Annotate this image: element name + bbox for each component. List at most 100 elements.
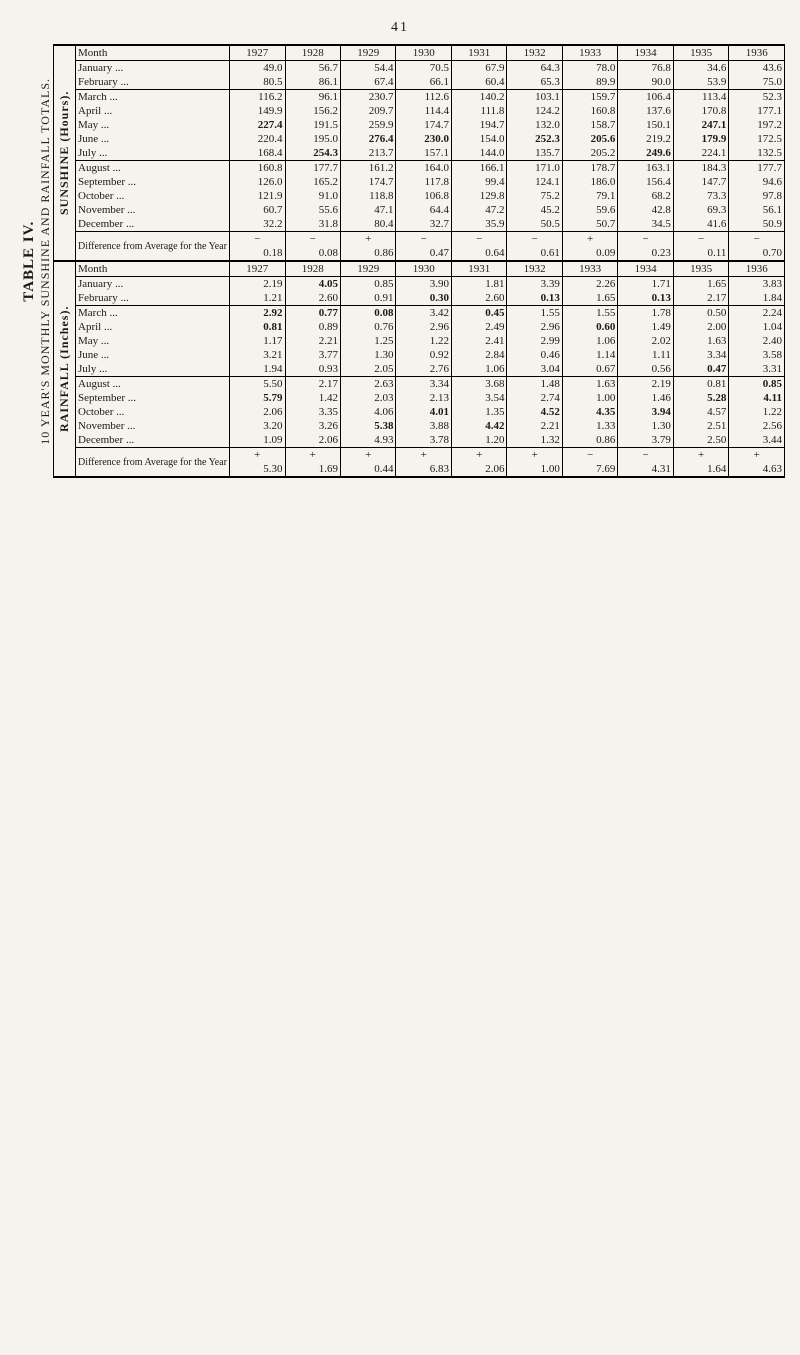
table-row: October ...121.991.0118.8106.8129.875.27…	[76, 189, 785, 203]
data-cell: 220.4	[230, 132, 285, 146]
data-cell: 66.1	[396, 75, 451, 90]
diff-value: 0.70	[729, 246, 785, 260]
data-cell: 179.9	[673, 132, 728, 146]
data-cell: 64.3	[507, 61, 562, 76]
diff-sign: −	[451, 232, 506, 247]
data-cell: 2.99	[507, 334, 562, 348]
data-cell: 50.9	[729, 217, 785, 232]
table-row: April ...149.9156.2209.7114.4111.8124.21…	[76, 104, 785, 118]
data-cell: 32.7	[396, 217, 451, 232]
data-cell: 157.1	[396, 146, 451, 161]
data-cell: 4.93	[340, 433, 395, 448]
diff-sign: −	[729, 232, 785, 247]
data-cell: 0.08	[340, 306, 395, 321]
data-cell: 3.44	[729, 433, 785, 448]
data-cell: 135.7	[507, 146, 562, 161]
month-cell: February ...	[76, 75, 230, 90]
diff-label: Difference from Average for the Year	[76, 232, 230, 261]
data-cell: 54.4	[340, 61, 395, 76]
data-cell: 2.06	[230, 405, 285, 419]
data-cell: 3.21	[230, 348, 285, 362]
data-cell: 158.7	[562, 118, 617, 132]
data-cell: 230.0	[396, 132, 451, 146]
data-cell: 2.17	[673, 291, 728, 306]
data-cell: 2.60	[451, 291, 506, 306]
data-cell: 1.09	[230, 433, 285, 448]
data-cell: 230.7	[340, 90, 395, 105]
data-cell: 86.1	[285, 75, 340, 90]
month-cell: December ...	[76, 217, 230, 232]
diff-value: 0.64	[451, 246, 506, 260]
table-row: November ...3.203.265.383.884.422.211.33…	[76, 419, 785, 433]
table-row: January ...49.056.754.470.567.964.378.07…	[76, 61, 785, 76]
diff-sign: −	[562, 448, 617, 463]
month-cell: November ...	[76, 203, 230, 217]
year-header: 1927	[230, 46, 285, 61]
data-cell: 35.9	[451, 217, 506, 232]
data-cell: 4.35	[562, 405, 617, 419]
data-cell: 209.7	[340, 104, 395, 118]
diff-value: 0.18	[230, 246, 285, 260]
table-row: December ...1.092.064.933.781.201.320.86…	[76, 433, 785, 448]
data-cell: 0.67	[562, 362, 617, 377]
month-cell: December ...	[76, 433, 230, 448]
data-cell: 3.54	[451, 391, 506, 405]
data-cell: 73.3	[673, 189, 728, 203]
data-cell: 2.96	[507, 320, 562, 334]
data-cell: 90.0	[618, 75, 673, 90]
data-cell: 0.50	[673, 306, 728, 321]
diff-value: 0.23	[618, 246, 673, 260]
data-cell: 47.1	[340, 203, 395, 217]
year-header: 1934	[618, 262, 673, 277]
table-row: September ...126.0165.2174.7117.899.4124…	[76, 175, 785, 189]
table-row: July ...1.940.932.052.761.063.040.670.56…	[76, 362, 785, 377]
data-cell: 2.21	[507, 419, 562, 433]
data-cell: 186.0	[562, 175, 617, 189]
table-row: February ...80.586.167.466.160.465.389.9…	[76, 75, 785, 90]
data-cell: 2.74	[507, 391, 562, 405]
data-cell: 59.6	[562, 203, 617, 217]
data-cell: 70.5	[396, 61, 451, 76]
data-cell: 2.21	[285, 334, 340, 348]
diff-value: 5.30	[230, 462, 285, 476]
data-cell: 2.51	[673, 419, 728, 433]
diff-value: 4.31	[618, 462, 673, 476]
data-cell: 191.5	[285, 118, 340, 132]
month-cell: July ...	[76, 362, 230, 377]
diff-label: Difference from Average for the Year	[76, 448, 230, 477]
month-cell: June ...	[76, 348, 230, 362]
data-cell: 254.3	[285, 146, 340, 161]
data-cell: 0.91	[340, 291, 395, 306]
data-cell: 64.4	[396, 203, 451, 217]
data-cell: 1.48	[507, 377, 562, 392]
table-row: June ...3.213.771.300.922.840.461.141.11…	[76, 348, 785, 362]
data-cell: 1.55	[562, 306, 617, 321]
data-cell: 3.94	[618, 405, 673, 419]
data-cell: 126.0	[230, 175, 285, 189]
sunshine-table: Month19271928192919301931193219331934193…	[76, 46, 785, 260]
data-cell: 156.2	[285, 104, 340, 118]
data-cell: 1.11	[618, 348, 673, 362]
data-cell: 5.50	[230, 377, 285, 392]
data-cell: 43.6	[729, 61, 785, 76]
data-cell: 5.28	[673, 391, 728, 405]
data-cell: 55.6	[285, 203, 340, 217]
data-cell: 0.89	[285, 320, 340, 334]
data-cell: 249.6	[618, 146, 673, 161]
data-cell: 178.7	[562, 161, 617, 176]
rainfall-table: Month19271928192919301931193219331934193…	[76, 262, 785, 476]
data-cell: 60.4	[451, 75, 506, 90]
data-cell: 0.60	[562, 320, 617, 334]
rainfall-section: RAINFALL (Inches). Month1927192819291930…	[53, 262, 785, 478]
data-cell: 113.4	[673, 90, 728, 105]
data-cell: 1.65	[673, 277, 728, 292]
data-cell: 1.49	[618, 320, 673, 334]
diff-sign: −	[285, 232, 340, 247]
month-cell: March ...	[76, 306, 230, 321]
data-cell: 67.4	[340, 75, 395, 90]
data-cell: 2.13	[396, 391, 451, 405]
month-cell: April ...	[76, 104, 230, 118]
data-cell: 4.42	[451, 419, 506, 433]
data-cell: 227.4	[230, 118, 285, 132]
diff-value: 0.47	[396, 246, 451, 260]
